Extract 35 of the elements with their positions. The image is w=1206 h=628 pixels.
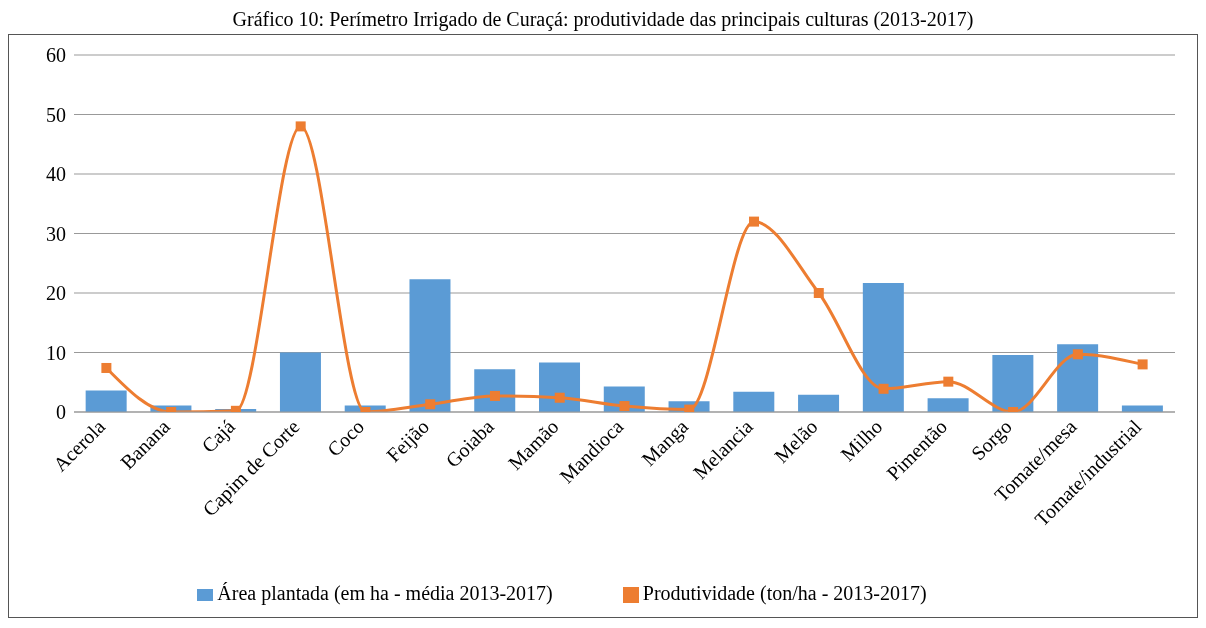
- point: [943, 376, 954, 387]
- bar: [798, 394, 840, 412]
- bar: [279, 352, 321, 412]
- y-tick-label: 20: [46, 282, 66, 305]
- x-tick-label: Cajá: [197, 415, 240, 458]
- bar: [85, 390, 127, 412]
- bar: [862, 282, 904, 412]
- point: [425, 399, 436, 410]
- bar: [992, 354, 1034, 412]
- bar: [733, 391, 775, 412]
- y-tick-label: 50: [46, 103, 66, 126]
- legend-label: Produtividade (ton/ha - 2013-2017): [642, 582, 927, 604]
- point: [684, 404, 695, 412]
- point: [619, 401, 630, 412]
- point: [101, 362, 112, 373]
- point: [749, 216, 760, 227]
- y-tick-label: 30: [46, 222, 66, 245]
- bar: [1121, 405, 1163, 412]
- point: [1072, 349, 1083, 360]
- point: [813, 288, 824, 298]
- point: [554, 392, 565, 403]
- y-tick-label: 40: [46, 163, 66, 186]
- y-tick-label: 60: [46, 44, 66, 67]
- legend-label: Área plantada (em ha - média 2013-2017): [217, 582, 553, 604]
- bar: [539, 362, 581, 412]
- chart-title: Gráfico 10: Perímetro Irrigado de Curaçá: produtividade das principais culturas (2013-2017): [231, 8, 975, 33]
- y-tick-label: 10: [46, 341, 66, 364]
- point: [878, 383, 889, 394]
- bar: [1057, 344, 1099, 412]
- y-tick-label: 0: [56, 401, 66, 424]
- x-tick-label: Coco: [322, 415, 369, 461]
- bar: [927, 398, 969, 412]
- bar: [409, 279, 451, 412]
- point: [1137, 359, 1148, 370]
- point: [295, 121, 306, 132]
